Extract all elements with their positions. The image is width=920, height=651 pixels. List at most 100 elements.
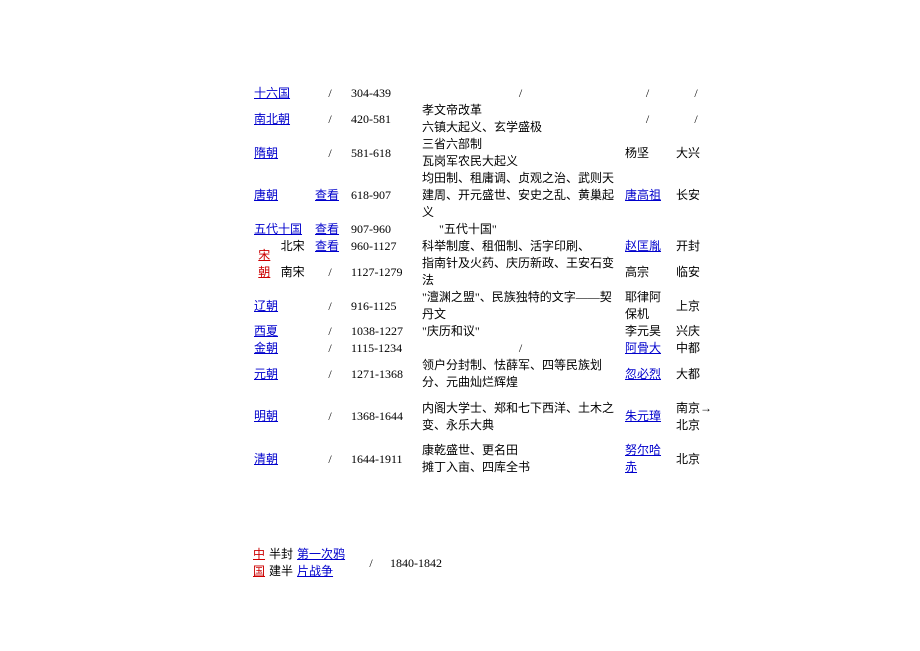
view-cell: 查看 [312,221,348,238]
years-cell: 304-439 [348,85,419,102]
founder-link[interactable]: 朱元璋 [625,409,661,423]
founder-link[interactable]: 赵匡胤 [625,239,661,253]
capital-cell: 长安 [673,170,719,221]
view-cell: / [312,442,348,476]
founder-link[interactable]: 唐高祖 [625,188,661,202]
events-cell: 内阁大学士、郑和七下西洋、土木之变、永乐大典 [419,391,622,442]
dynasty-cell: 明朝 [251,391,312,442]
dynasty-link[interactable]: 南北朝 [254,112,290,126]
view-link[interactable]: 查看 [315,222,339,236]
china-link[interactable]: 中 [253,547,265,561]
sub-cat: 半封 [267,546,295,563]
founder-link[interactable]: 阿骨大 [625,341,661,355]
capital-cell: 中都 [673,340,719,357]
founder-cell: 杨坚 [622,136,673,170]
capital-cell: 南京→北京 [673,391,719,442]
dynasty-table: 十六国/304-439///南北朝/420-581孝文帝改革六镇大起义、玄学盛极… [251,85,719,476]
founder-cell: 高宗 [622,255,673,289]
capital-cell: / [673,102,719,136]
bottom-section: 中 半封 第一次鸦片战争 / 1840-1842 国 建半 [251,546,457,580]
events-cell: 均田制、租庸调、贞观之治、武则天建周、开元盛世、安史之乱、黄巢起义 [419,170,622,221]
founder-cell: 赵匡胤 [622,238,673,255]
view-cell: / [312,357,348,391]
years-cell: 1271-1368 [348,357,419,391]
dynasty-cell: 隋朝 [251,136,312,170]
view-cell: / [312,289,348,323]
founder-cell: 阿骨大 [622,340,673,357]
capital-cell: 大都 [673,357,719,391]
founder-cell: / [622,102,673,136]
view-cell: / [312,391,348,442]
dynasty-cell: 元朝 [251,357,312,391]
events-cell: 指南针及火药、庆历新政、王安石变法 [419,255,622,289]
founder-link[interactable]: 忽必烈 [625,367,661,381]
capital-cell: / [673,85,719,102]
founder-cell: 李元昊 [622,323,673,340]
dynasty-cell: 十六国 [251,85,312,102]
capital-cell: 开封 [673,238,719,255]
events-cell: / [419,340,622,357]
events-cell: 三省六部制瓦岗军农民大起义 [419,136,622,170]
founder-cell: / [622,85,673,102]
years-cell: 618-907 [348,170,419,221]
events-cell: "庆历和议" [419,323,622,340]
dynasty-link[interactable]: 隋朝 [254,146,278,160]
events-cell: 领户分封制、怯薛军、四等民族划分、元曲灿烂辉煌 [419,357,622,391]
founder-cell: 唐高祖 [622,170,673,221]
capital-cell [673,221,719,238]
years-cell: 1127-1279 [348,255,419,289]
founder-cell: 朱元璋 [622,391,673,442]
view-cell: / [312,255,348,289]
dynasty-link[interactable]: 金朝 [254,341,278,355]
opium-war-link[interactable]: 第一次鸦片战争 [297,547,345,578]
dynasty-link[interactable]: 十六国 [254,86,290,100]
cn-char: 国 [251,563,267,580]
dynasty-link[interactable]: 元朝 [254,367,278,381]
founder-cell: 努尔哈赤 [622,442,673,476]
events-cell: / [419,85,622,102]
cn-char: 中 [251,546,267,563]
founder-cell: 耶律阿保机 [622,289,673,323]
years-cell: 916-1125 [348,289,419,323]
years-cell: 907-960 [348,221,419,238]
sub-dynasty: 南宋 [278,255,312,289]
china-link[interactable]: 国 [253,564,265,578]
founder-link[interactable]: 努尔哈赤 [625,443,661,474]
founder-cell [622,221,673,238]
capital-cell: 上京 [673,289,719,323]
view-slash: / [354,546,388,580]
years-cell: 1840-1842 [388,546,457,580]
view-cell: 查看 [312,238,348,255]
dynasty-link[interactable]: 唐朝 [254,188,278,202]
dynasty-cell: 唐朝 [251,170,312,221]
years-cell: 1644-1911 [348,442,419,476]
events-cell: 科举制度、租佃制、活字印刷、 [419,238,622,255]
dynasty-cell: 金朝 [251,340,312,357]
dynasty-cell: 南北朝 [251,102,312,136]
opium-war-cell: 第一次鸦片战争 [295,546,354,580]
dynasty-link[interactable]: 清朝 [254,452,278,466]
dynasty-link[interactable]: 五代十国 [254,222,302,236]
events-cell: "五代十国" [419,221,622,238]
years-cell: 1368-1644 [348,391,419,442]
dynasty-link[interactable]: 辽朝 [254,299,278,313]
events-cell: 孝文帝改革六镇大起义、玄学盛极 [419,102,622,136]
view-cell: 查看 [312,170,348,221]
sub-cat: 建半 [267,563,295,580]
view-link[interactable]: 查看 [315,239,339,253]
dynasty-cell: 五代十国 [251,221,312,238]
dynasty-link[interactable]: 西夏 [254,324,278,338]
view-link[interactable]: 查看 [315,188,339,202]
years-cell: 960-1127 [348,238,419,255]
view-cell: / [312,102,348,136]
dynasty-cell: 清朝 [251,442,312,476]
view-cell: / [312,85,348,102]
dynasty-link[interactable]: 明朝 [254,409,278,423]
events-cell: "澶渊之盟"、民族独特的文字——契丹文 [419,289,622,323]
song-link[interactable]: 宋朝 [258,248,270,279]
events-cell: 康乾盛世、更名田摊丁入亩、四库全书 [419,442,622,476]
sub-dynasty: 北宋 [278,238,312,255]
years-cell: 1038-1227 [348,323,419,340]
view-cell: / [312,340,348,357]
view-cell: / [312,323,348,340]
